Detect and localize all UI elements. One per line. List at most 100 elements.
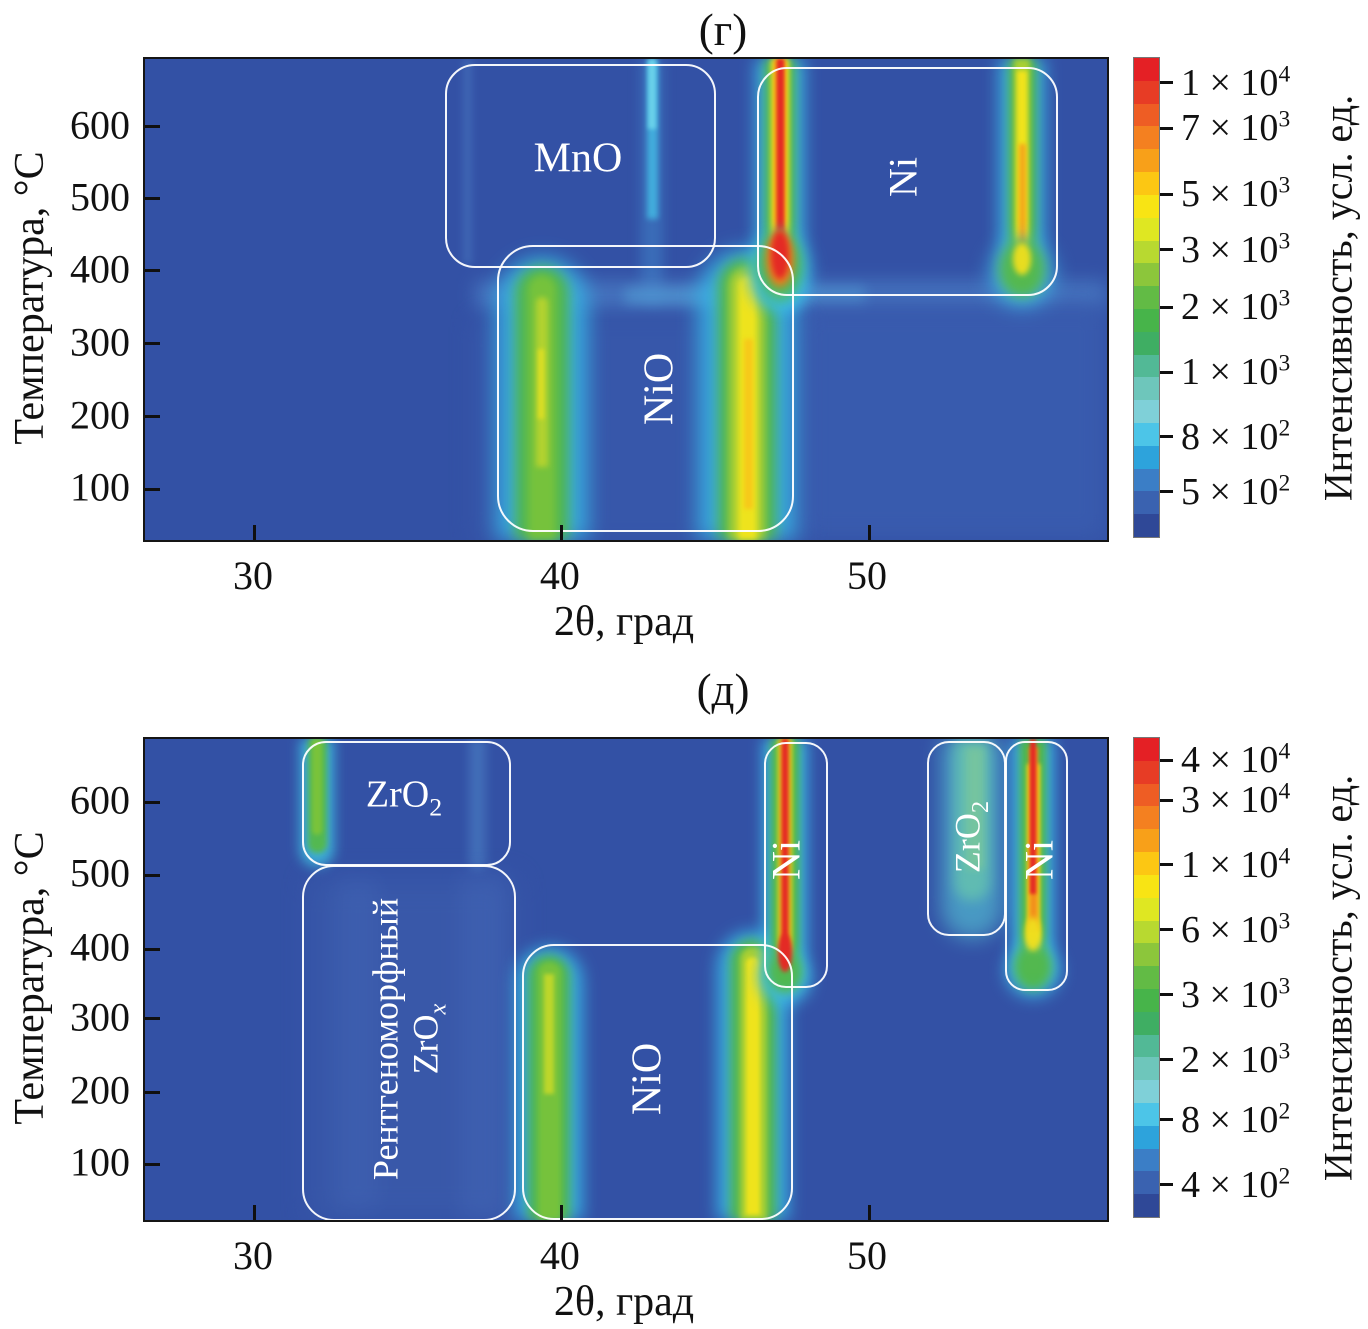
colorbar-tick-label: 8 × 102	[1181, 415, 1291, 458]
colorbar-tick-label: 2 × 103	[1181, 1038, 1291, 1081]
colorbar-cell	[1134, 1011, 1159, 1035]
colorbar-cell	[1134, 240, 1159, 264]
heat-layer	[966, 747, 984, 869]
heat-layer	[1025, 917, 1041, 951]
colorbar-tick-mark	[1160, 126, 1173, 130]
phase-box	[522, 944, 793, 1220]
phase-label: NiO	[636, 352, 683, 426]
phase-label: Ni	[880, 157, 926, 197]
heat-layer	[544, 974, 554, 1094]
colorbar-cell	[1134, 1103, 1159, 1126]
y-tick-mark	[145, 487, 160, 491]
colorbar-cell	[1134, 400, 1159, 423]
x-axis-label-bottom: 2θ, град	[553, 1279, 695, 1325]
x-tick-label: 50	[847, 553, 887, 598]
phase-label: ZrO2	[365, 773, 443, 822]
colorbar-cell	[1134, 829, 1159, 853]
y-tick-label: 500	[70, 850, 130, 896]
colorbar-cell	[1134, 1194, 1159, 1218]
phase-box	[757, 67, 1058, 296]
colorbar-tick-mark	[1160, 1118, 1173, 1122]
phase-label: MnO	[533, 135, 623, 182]
colorbar-bottom	[1133, 737, 1160, 1218]
colorbar-cell	[1134, 491, 1159, 515]
x-tick-mark	[560, 1205, 564, 1220]
x-tick-mark	[867, 1205, 871, 1220]
colorbar-cell	[1134, 897, 1159, 921]
heatmap-plot-bottom: ZrO2 Рентгеноморфный ZrOx NiO Ni ZrO2 Ni	[143, 737, 1109, 1222]
colorbar-cell	[1134, 874, 1159, 898]
colorbar-label-top: Интенсивность, усл. ед.	[1315, 94, 1361, 502]
colorbar-cell	[1134, 58, 1159, 81]
x-tick-label: 40	[539, 1233, 580, 1278]
colorbar-cell	[1134, 423, 1159, 446]
colorbar-tick-label: 7 × 103	[1181, 106, 1291, 150]
colorbar-tick-label: 5 × 102	[1181, 470, 1291, 513]
colorbar-cell	[1134, 286, 1159, 309]
y-tick-label: 300	[70, 994, 130, 1040]
y-tick-label: 400	[70, 246, 130, 292]
colorbar-cell	[1134, 194, 1159, 218]
heat-layer	[310, 879, 516, 1220]
colorbar-cell	[1134, 852, 1159, 875]
colorbar-tick-label: 1 × 103	[1181, 350, 1291, 394]
colorbar-tick-mark	[1160, 863, 1173, 867]
x-tick-label: 50	[847, 1233, 887, 1278]
colorbar-cell	[1134, 920, 1159, 944]
y-tick-label: 600	[70, 102, 130, 148]
colorbar-top	[1133, 57, 1160, 538]
phase-box	[1005, 741, 1068, 991]
colorbar-cell	[1134, 966, 1159, 989]
colorbar-tick-mark	[1160, 192, 1173, 196]
colorbar-tick-label: 2 × 103	[1181, 285, 1291, 329]
colorbar-cell	[1134, 806, 1159, 830]
heat-layer	[338, 879, 378, 1209]
phase-label: Ni	[763, 840, 809, 880]
colorbar-tick-mark	[1160, 993, 1173, 997]
colorbar-cell	[1134, 1034, 1159, 1058]
x-tick-label: 40	[539, 553, 580, 598]
heatmap-plot-top: MnO Ni NiO	[143, 57, 1109, 542]
phase-box	[302, 865, 516, 1220]
y-tick-mark	[145, 415, 160, 419]
phase-box	[764, 742, 828, 988]
colorbar-tick-mark	[1160, 435, 1173, 439]
colorbar-tick-label: 4 × 104	[1181, 738, 1291, 782]
y-tick-mark	[145, 947, 160, 951]
heat-layer	[1018, 144, 1026, 264]
colorbar-cell	[1134, 783, 1159, 807]
x-tick-mark	[253, 525, 257, 540]
colorbar-tick-mark	[1160, 1058, 1173, 1062]
y-tick-label: 400	[70, 924, 130, 970]
phase-box	[445, 64, 716, 268]
colorbar-cell	[1134, 126, 1159, 150]
phase-label: ZrO2	[947, 800, 994, 874]
colorbar-cell	[1134, 331, 1159, 355]
y-tick-label: 100	[70, 1139, 130, 1185]
colorbar-cell	[1134, 760, 1159, 784]
heat-layer	[746, 957, 760, 1215]
colorbar-cell	[1134, 80, 1159, 104]
colorbar-tick-mark	[1160, 798, 1173, 802]
y-tick-mark	[145, 269, 160, 273]
heat-layer	[776, 59, 784, 280]
heat-layer	[782, 739, 788, 961]
heat-layer	[312, 739, 322, 835]
heat-layer	[460, 874, 506, 1220]
phase-label: Ni	[1016, 840, 1062, 880]
colorbar-tick-label: 1 × 104	[1181, 61, 1291, 104]
heat-layer	[743, 339, 753, 509]
heat-layer	[538, 349, 544, 419]
y-tick-mark	[145, 873, 160, 877]
colorbar-tick-label: 8 × 102	[1181, 1098, 1291, 1141]
panel-title-d: (д)	[696, 665, 750, 715]
colorbar-tick-label: 3 × 103	[1181, 973, 1291, 1016]
colorbar-cell	[1134, 1080, 1159, 1103]
phase-label: NiO	[624, 1042, 671, 1116]
colorbar-tick-label: 3 × 104	[1181, 778, 1291, 821]
colorbar-tick-mark	[1160, 370, 1173, 374]
x-tick-mark	[253, 1205, 257, 1220]
colorbar-cell	[1134, 1171, 1159, 1195]
colorbar-cell	[1134, 514, 1159, 538]
